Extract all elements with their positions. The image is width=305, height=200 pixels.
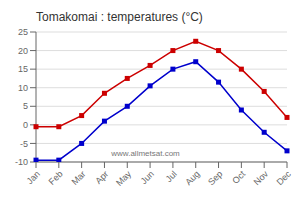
svg-text:Jan: Jan	[25, 169, 42, 186]
svg-text:5: 5	[23, 101, 28, 111]
svg-text:Apr: Apr	[93, 169, 110, 186]
svg-text:10: 10	[18, 83, 28, 93]
svg-text:20: 20	[18, 46, 28, 56]
svg-text:Aug: Aug	[183, 169, 201, 187]
svg-text:Mar: Mar	[70, 169, 88, 187]
svg-text:Feb: Feb	[47, 169, 65, 187]
svg-text:0: 0	[23, 120, 28, 130]
svg-text:Nov: Nov	[252, 169, 271, 188]
svg-text:Jul: Jul	[164, 169, 179, 184]
svg-text:Dec: Dec	[275, 169, 294, 188]
html-text:www.allmetsat.com: www.allmetsat.com	[111, 149, 180, 158]
svg-text:Jun: Jun	[139, 169, 156, 186]
svg-text:Oct: Oct	[230, 169, 247, 186]
svg-text:15: 15	[18, 64, 28, 74]
svg-text:-10: -10	[15, 157, 28, 167]
html-text:Tomakomai : temperatures (°C): Tomakomai : temperatures (°C)	[36, 10, 203, 24]
svg-text:25: 25	[18, 27, 28, 37]
svg-text:Sep: Sep	[206, 169, 224, 187]
svg-text:-5: -5	[20, 139, 28, 149]
svg-text:May: May	[114, 169, 133, 188]
